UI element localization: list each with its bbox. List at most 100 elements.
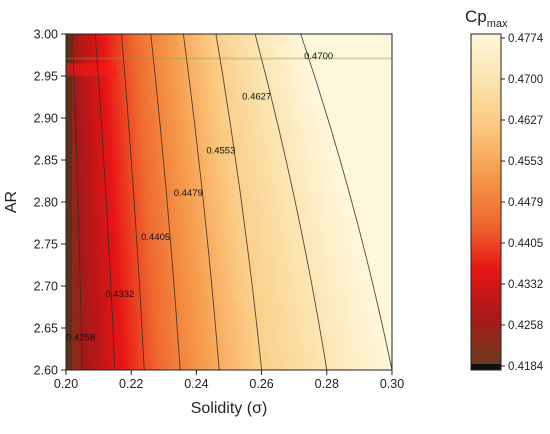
contour-fill-cell xyxy=(315,328,320,343)
contour-fill-cell xyxy=(299,104,303,119)
contour-fill-cell xyxy=(123,132,127,147)
contour-fill-cell xyxy=(158,174,162,189)
contour-fill-cell xyxy=(272,342,276,357)
contour-fill-cell xyxy=(106,160,111,175)
contour-fill-cell xyxy=(106,300,111,315)
contour-fill-cell xyxy=(82,174,86,189)
contour-label: 0.4627 xyxy=(242,92,271,103)
contour-fill-cell xyxy=(114,314,119,329)
contour-fill-cell xyxy=(242,314,246,329)
contour-fill-cell xyxy=(133,118,138,133)
contour-fill-cell xyxy=(305,314,309,329)
contour-fill-cell xyxy=(277,314,282,329)
contour-fill-cell xyxy=(237,342,241,357)
contour-fill-cell xyxy=(280,216,284,231)
contour-fill-cell xyxy=(294,230,298,245)
contour-fill-cell xyxy=(90,132,94,147)
contour-line xyxy=(150,34,181,370)
contour-fill-cell xyxy=(381,48,385,63)
contour-fill-cell xyxy=(87,48,92,63)
contour-fill-cell xyxy=(93,146,97,161)
contour-fill-cell xyxy=(310,76,314,91)
contour-fill-cell xyxy=(337,48,341,63)
contour-fill-cell xyxy=(239,286,244,301)
contour-fill-cell xyxy=(326,286,331,301)
contour-fill-cell xyxy=(109,104,113,119)
contour-fill-cell xyxy=(307,244,312,259)
contour-fill-cell xyxy=(378,174,382,189)
contour-fill-cell xyxy=(174,202,178,217)
contour-fill-cell xyxy=(171,174,176,189)
contour-fill-cell xyxy=(139,160,143,175)
contour-fill-cell xyxy=(389,328,392,343)
contour-fill-cell xyxy=(150,272,154,287)
contour-fill-cell xyxy=(131,146,135,161)
contour-fill-cell xyxy=(364,230,369,245)
contour-fill-cell xyxy=(223,160,227,175)
contour-fill-cell xyxy=(256,244,260,259)
contour-fill-cell xyxy=(288,118,293,133)
contour-fill-cell xyxy=(139,146,143,161)
contour-fill-cell xyxy=(93,202,97,217)
contour-fill-cell xyxy=(340,230,344,245)
contour-fill-cell xyxy=(226,202,230,217)
contour-fill-cell xyxy=(163,202,168,217)
contour-fill-cell xyxy=(242,286,246,301)
contour-fill-cell xyxy=(85,356,89,370)
contour-fill-cell xyxy=(345,286,350,301)
contour-fill-cell xyxy=(101,202,105,217)
contour-fill-cell xyxy=(362,160,366,175)
contour-fill-cell xyxy=(356,76,360,91)
contour-fill-cell xyxy=(166,118,170,133)
contour-fill-cell xyxy=(364,216,369,231)
contour-fill-cell xyxy=(299,272,303,287)
contour-fill-cell xyxy=(109,356,113,370)
contour-fill-cell xyxy=(74,244,78,259)
contour-fill-cell xyxy=(155,342,159,357)
contour-fill-cell xyxy=(131,272,135,287)
contour-fill-cell xyxy=(128,230,132,245)
contour-fill-cell xyxy=(209,104,214,119)
contour-fill-cell xyxy=(104,34,108,49)
contour-fill-cell xyxy=(204,328,208,343)
contour-fill-cell xyxy=(334,146,339,161)
contour-fill-cell xyxy=(133,76,138,91)
contour-fill-cell xyxy=(372,188,377,203)
contour-fill-cell xyxy=(280,174,284,189)
contour-fill-cell xyxy=(155,132,159,147)
contour-fill-cell xyxy=(226,230,230,245)
contour-fill-cell xyxy=(283,62,287,77)
contour-fill-cell xyxy=(261,258,265,273)
contour-fill-cell xyxy=(250,328,255,343)
contour-fill-cell xyxy=(199,76,203,91)
contour-fill-cell xyxy=(166,160,170,175)
contour-fill-cell xyxy=(133,230,138,245)
contour-fill-cell xyxy=(123,90,127,105)
contour-fill-cell xyxy=(218,230,222,245)
contour-fill-cell xyxy=(76,328,81,343)
contour-fill-cell xyxy=(74,90,78,105)
contour-fill-cell xyxy=(131,300,135,315)
contour-fill-cell xyxy=(272,328,276,343)
contour-fill-cell xyxy=(215,188,219,203)
contour-fill-cell xyxy=(201,76,206,91)
contour-fill-cell xyxy=(136,356,140,370)
contour-fill-cell xyxy=(144,160,149,175)
contour-fill-cell xyxy=(87,258,92,273)
contour-fill-cell xyxy=(356,216,360,231)
contour-fill-cell xyxy=(296,48,301,63)
contour-fill-cell xyxy=(152,76,157,91)
contour-fill-cell xyxy=(158,90,162,105)
contour-fill-cell xyxy=(215,356,219,370)
contour-fill-cell xyxy=(177,356,181,370)
contour-fill-cell xyxy=(220,244,225,259)
contour-fill-cell xyxy=(144,244,149,259)
contour-fill-cell xyxy=(215,202,219,217)
contour-fill-cell xyxy=(147,342,151,357)
contour-fill-cell xyxy=(229,188,233,203)
contour-fill-cell xyxy=(283,216,287,231)
contour-fill-cell xyxy=(193,62,197,77)
colorbar-tick-label: 0.4184 xyxy=(508,361,544,373)
contour-fill-cell xyxy=(280,76,284,91)
contour-fill-cell xyxy=(199,118,203,133)
